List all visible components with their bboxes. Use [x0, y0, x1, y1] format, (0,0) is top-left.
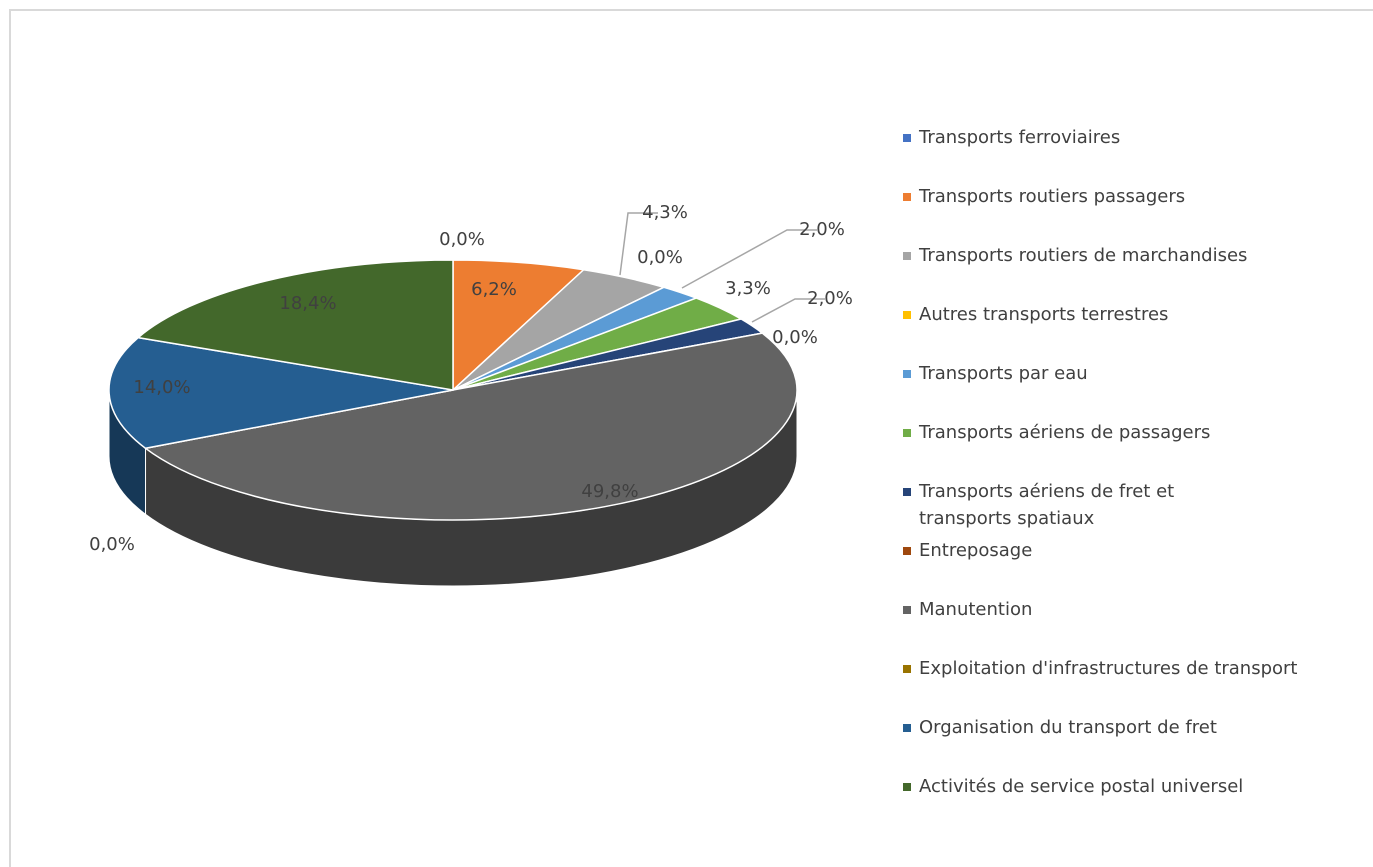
legend-swatch: [903, 606, 911, 614]
legend-swatch: [903, 311, 911, 319]
legend-item: Transports aériens de fret et transports…: [900, 478, 1249, 532]
legend-swatch: [903, 724, 911, 732]
pie-slice: [108, 336, 454, 450]
data-label: 18,4%: [279, 293, 336, 314]
legend-label: Exploitation d'infrastructures de transp…: [919, 658, 1298, 679]
data-label: 0,0%: [637, 247, 683, 268]
legend-swatch: [903, 547, 911, 555]
data-label: 3,3%: [725, 278, 771, 299]
legend-label: Entreposage: [919, 540, 1033, 561]
legend-item: Transports aériens de passagers: [900, 419, 1359, 446]
data-label: 4,3%: [642, 202, 688, 223]
legend-label: Transports aériens de passagers: [919, 422, 1211, 443]
legend-item: Organisation du transport de fret: [900, 714, 1359, 741]
data-label: 2,0%: [799, 219, 845, 240]
legend-label: Transports aériens de fret et transports…: [919, 481, 1175, 529]
legend-item: Exploitation d'infrastructures de transp…: [900, 655, 1359, 682]
pie-slice: [136, 259, 454, 391]
legend-label: Organisation du transport de fret: [919, 717, 1217, 738]
legend-swatch: [903, 429, 911, 437]
leader-line: [619, 212, 658, 276]
legend-item: Transports routiers de marchandises: [900, 242, 1359, 269]
legend-label: Transports routiers passagers: [919, 186, 1186, 207]
legend-item: Autres transports terrestres: [900, 301, 1359, 328]
legend-item: Activités de service postal universel: [900, 773, 1359, 800]
legend-item: Transports ferroviaires: [900, 124, 1359, 151]
legend-swatch: [903, 665, 911, 673]
leader-line: [751, 298, 825, 323]
data-label: 0,0%: [772, 327, 818, 348]
legend-label: Autres transports terrestres: [919, 304, 1169, 325]
data-label: 2,0%: [807, 288, 853, 309]
legend-swatch: [903, 370, 911, 378]
legend-swatch: [903, 193, 911, 201]
legend-item: Entreposage: [900, 537, 1359, 564]
legend-label: Transports routiers de marchandises: [919, 245, 1248, 266]
legend-label: Transports ferroviaires: [919, 127, 1121, 148]
legend-swatch: [903, 783, 911, 791]
legend-swatch: [903, 252, 911, 260]
legend-swatch: [903, 134, 911, 142]
frame: [9, 9, 1373, 867]
legend-label: Manutention: [919, 599, 1033, 620]
pie-slice: [452, 259, 586, 392]
data-label: 0,0%: [439, 229, 485, 250]
data-label: 14,0%: [133, 377, 190, 398]
data-label: 6,2%: [471, 279, 517, 300]
data-label: 0,0%: [89, 534, 135, 555]
leader-line: [681, 229, 817, 289]
legend-label: Transports par eau: [919, 363, 1088, 384]
legend-swatch: [903, 488, 911, 496]
legend-item: Transports par eau: [900, 360, 1359, 387]
legend-item: Transports routiers passagers: [900, 183, 1359, 210]
data-label: 49,8%: [581, 481, 638, 502]
legend-item: Manutention: [900, 596, 1359, 623]
legend-label: Activités de service postal universel: [919, 776, 1244, 797]
pie-slice: [143, 332, 798, 521]
